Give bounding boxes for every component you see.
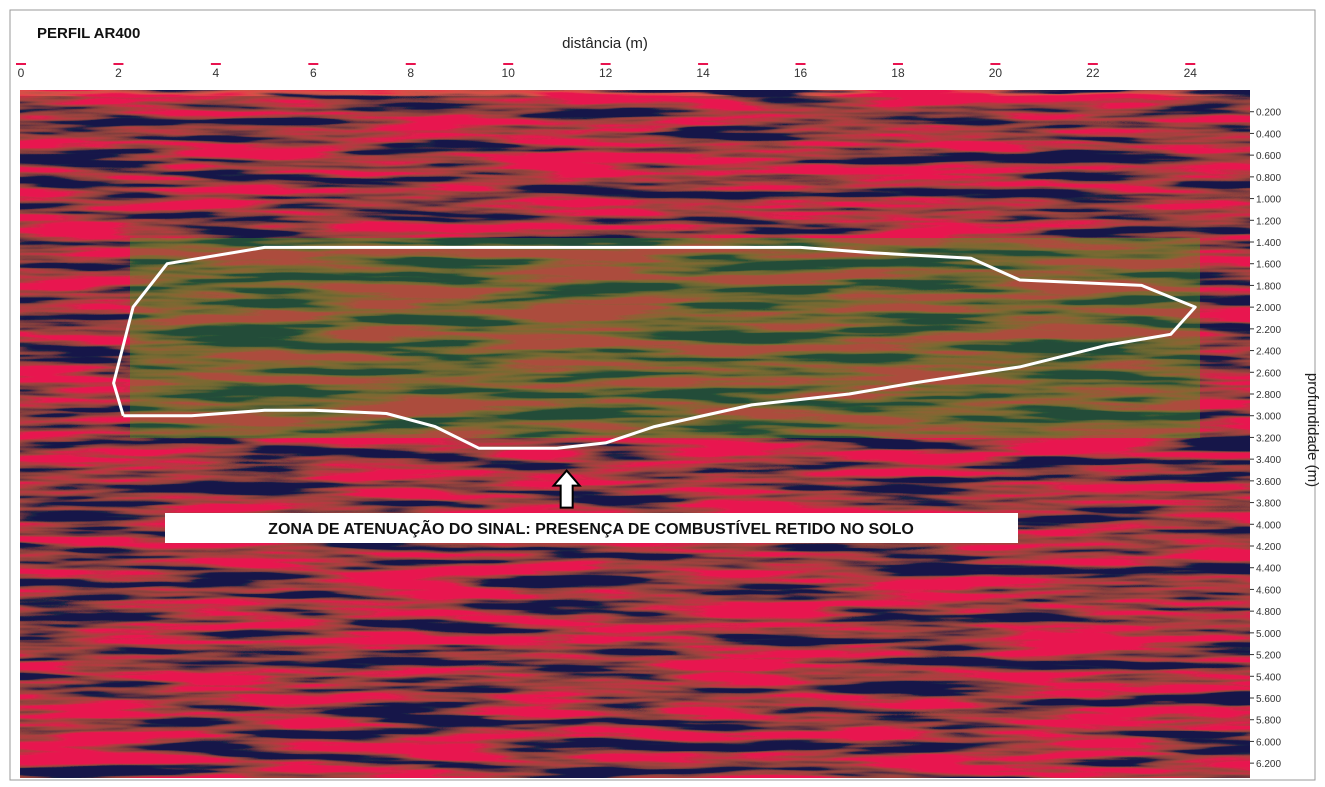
y-tick-label: 6.200	[1256, 759, 1281, 770]
attenuation-zone-tint	[130, 238, 1200, 438]
y-tick-label: 1.400	[1256, 238, 1281, 249]
y-tick-label: 4.000	[1256, 520, 1281, 531]
y-tick-label: 3.600	[1256, 477, 1281, 488]
x-tick-label: 24	[1184, 66, 1198, 80]
y-tick-label: 0.400	[1256, 129, 1281, 140]
y-tick-label: 0.600	[1256, 151, 1281, 162]
y-tick-label: 0.800	[1256, 173, 1281, 184]
x-tick-label: 0	[18, 66, 25, 80]
x-tick-label: 12	[599, 66, 613, 80]
x-tick-label: 6	[310, 66, 317, 80]
y-tick-label: 6.000	[1256, 737, 1281, 748]
annotation-text: ZONA DE ATENUAÇÃO DO SINAL: PRESENÇA DE …	[268, 518, 914, 538]
y-tick-label: 0.200	[1256, 108, 1281, 119]
y-tick-label: 5.200	[1256, 651, 1281, 662]
y-tick-label: 2.800	[1256, 390, 1281, 401]
x-tick-label: 18	[891, 66, 905, 80]
y-tick-label: 1.200	[1256, 216, 1281, 227]
x-axis-label: distância (m)	[562, 35, 648, 52]
x-tick-label: 8	[407, 66, 414, 80]
y-tick-label: 1.000	[1256, 195, 1281, 206]
y-tick-label: 2.200	[1256, 325, 1281, 336]
y-tick-label: 4.600	[1256, 585, 1281, 596]
x-tick-label: 2	[115, 66, 122, 80]
x-tick-label: 14	[696, 66, 710, 80]
x-axis-ticks: 0 2 4 6 8 10 12 14 16 18 20 22 24	[16, 63, 1198, 80]
y-tick-label: 2.600	[1256, 368, 1281, 379]
y-tick-label: 2.400	[1256, 347, 1281, 358]
annotation-box	[165, 513, 1018, 543]
attenuation-zone-outline	[112, 245, 1197, 450]
y-tick-label: 1.600	[1256, 260, 1281, 271]
x-tick-label: 20	[989, 66, 1003, 80]
y-axis-ticks: 0.200 0.400 0.600 0.800 1.000 1.200 1.400 1.600…	[1250, 108, 1281, 770]
y-tick-label: 3.200	[1256, 433, 1281, 444]
y-tick-label: 4.800	[1256, 607, 1281, 618]
y-tick-label: 1.800	[1256, 281, 1281, 292]
y-tick-label: 4.200	[1256, 542, 1281, 553]
y-tick-label: 3.000	[1256, 412, 1281, 423]
y-tick-label: 2.000	[1256, 303, 1281, 314]
up-arrow-icon	[551, 469, 582, 509]
y-tick-label: 5.000	[1256, 629, 1281, 640]
y-tick-label: 5.600	[1256, 694, 1281, 705]
annotation-callout: ZONA DE ATENUAÇÃO DO SINAL: PRESENÇA DE …	[165, 513, 1018, 543]
y-tick-label: 5.400	[1256, 672, 1281, 683]
x-tick-label: 22	[1086, 66, 1100, 80]
chart-title: PERFIL AR400	[37, 25, 140, 42]
y-tick-label: 3.800	[1256, 499, 1281, 510]
x-tick-label: 16	[794, 66, 808, 80]
y-tick-label: 3.400	[1256, 455, 1281, 466]
x-tick-label: 4	[213, 66, 220, 80]
x-tick-label: 10	[502, 66, 516, 80]
y-tick-label: 5.800	[1256, 716, 1281, 727]
y-axis-label: profundidade (m)	[1304, 373, 1321, 487]
y-tick-label: 4.400	[1256, 564, 1281, 575]
